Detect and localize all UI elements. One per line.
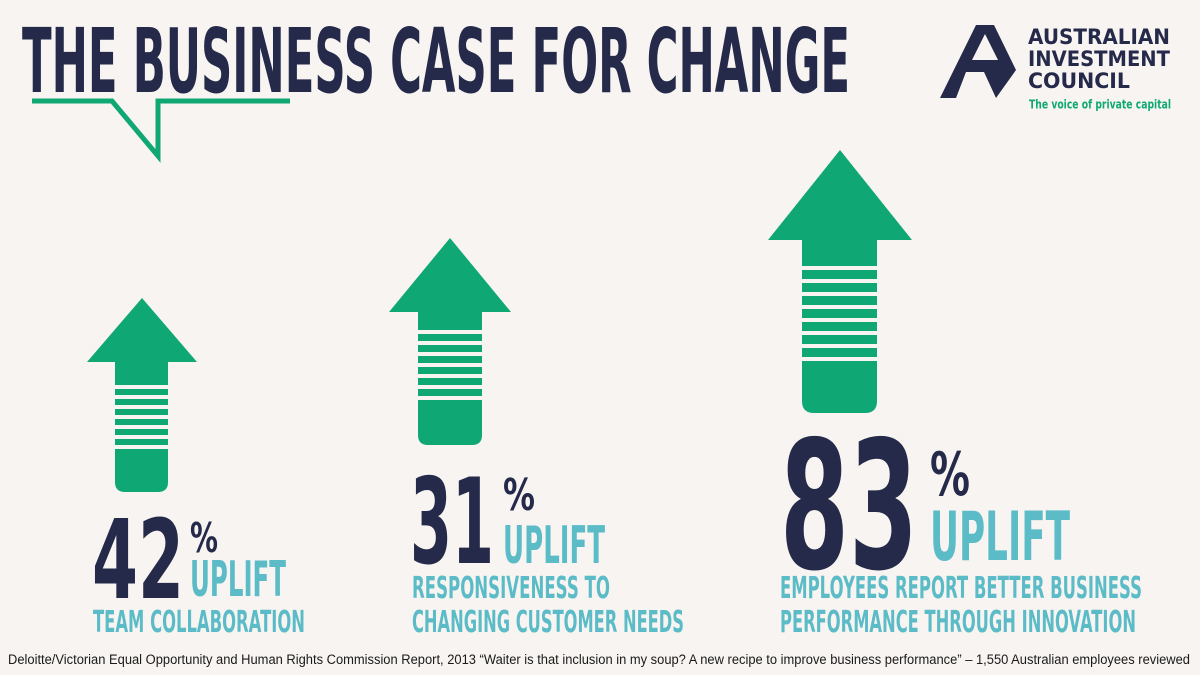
arrow [87,298,197,492]
logo: AUSTRALIAN INVESTMENT COUNCIL The voice … [940,25,1171,112]
stat-label: UPLIFT [503,516,605,576]
arrow [768,150,912,413]
stat-description: TEAM COLLABORATION [93,605,305,640]
logo-tagline: The voice of private capital [1029,97,1171,112]
stat-unit: % [190,514,218,562]
footnote: Deloitte/Victorian Equal Opportunity and… [8,652,1190,667]
logo-line: AUSTRALIAN [1028,25,1170,49]
stat-description: EMPLOYEES REPORT BETTER BUSINESS [780,571,1142,606]
stat-value: 42 [92,496,184,624]
title: THE BUSINESS CASE FOR CHANGE [22,9,850,113]
stat-value: 31 [410,454,494,592]
stat-description: PERFORMANCE THROUGH INNOVATION [780,605,1136,640]
stat-label: UPLIFT [930,498,1070,577]
stat-value: 83 [780,403,918,610]
stat-description: CHANGING CUSTOMER NEEDS [412,605,684,640]
stat-unit: % [503,470,535,521]
logo-line: COUNCIL [1028,69,1130,93]
logo-mark [940,25,1016,98]
arrow [389,238,511,445]
logo-line: INVESTMENT [1028,47,1171,71]
speech-underline [32,98,290,163]
stat-unit: % [930,440,970,510]
logo-cutout [972,34,998,60]
stat-label: UPLIFT [190,551,286,608]
stat-description: RESPONSIVENESS TO [412,571,610,606]
